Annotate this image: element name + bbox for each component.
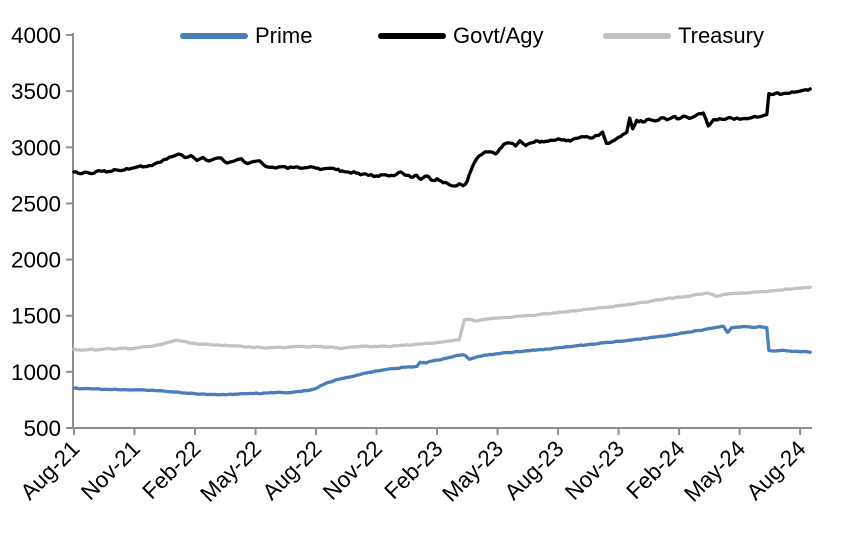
x-tick-label: Nov-21 — [76, 436, 145, 505]
x-tick-label: Feb-24 — [622, 436, 690, 504]
legend-label-govt-agy: Govt/Agy — [453, 23, 544, 48]
legend-item-govt-agy: Govt/Agy — [378, 24, 543, 48]
x-tick-label: May-22 — [195, 436, 266, 507]
series-line-treasury — [72, 285, 812, 352]
x-tick-label: Feb-23 — [380, 436, 448, 504]
y-tick-label: 1000 — [11, 360, 61, 385]
x-tick-label: Nov-22 — [318, 436, 387, 505]
legend-swatch-treasury — [603, 33, 671, 39]
y-tick-label: 2500 — [11, 191, 61, 216]
x-tick-label: May-24 — [679, 436, 750, 507]
y-tick-label: 500 — [23, 416, 61, 441]
legend-swatch-govt-agy — [378, 33, 446, 39]
x-tick-label: Aug-22 — [258, 436, 327, 505]
x-tick-label: May-23 — [437, 436, 508, 507]
x-tick-label: Aug-23 — [500, 436, 569, 505]
legend-item-prime: Prime — [180, 24, 312, 48]
legend-item-treasury: Treasury — [603, 24, 764, 48]
legend-label-treasury: Treasury — [678, 23, 764, 48]
x-tick-label: Aug-21 — [16, 436, 85, 505]
legend-swatch-prime — [180, 33, 248, 39]
series-line-govt-agy — [72, 87, 812, 188]
y-tick-label: 1500 — [11, 304, 61, 329]
x-tick-label: Nov-23 — [560, 436, 629, 505]
series-line-prime — [72, 324, 812, 397]
legend: Prime Govt/Agy Treasury — [0, 0, 852, 52]
x-tick-label: Aug-24 — [742, 436, 811, 505]
y-tick-label: 2000 — [11, 248, 61, 273]
y-tick-label: 3000 — [11, 135, 61, 160]
x-tick-label: Feb-22 — [137, 436, 205, 504]
y-tick-label: 4000 — [11, 23, 61, 48]
y-tick-label: 3500 — [11, 79, 61, 104]
legend-label-prime: Prime — [255, 23, 313, 48]
